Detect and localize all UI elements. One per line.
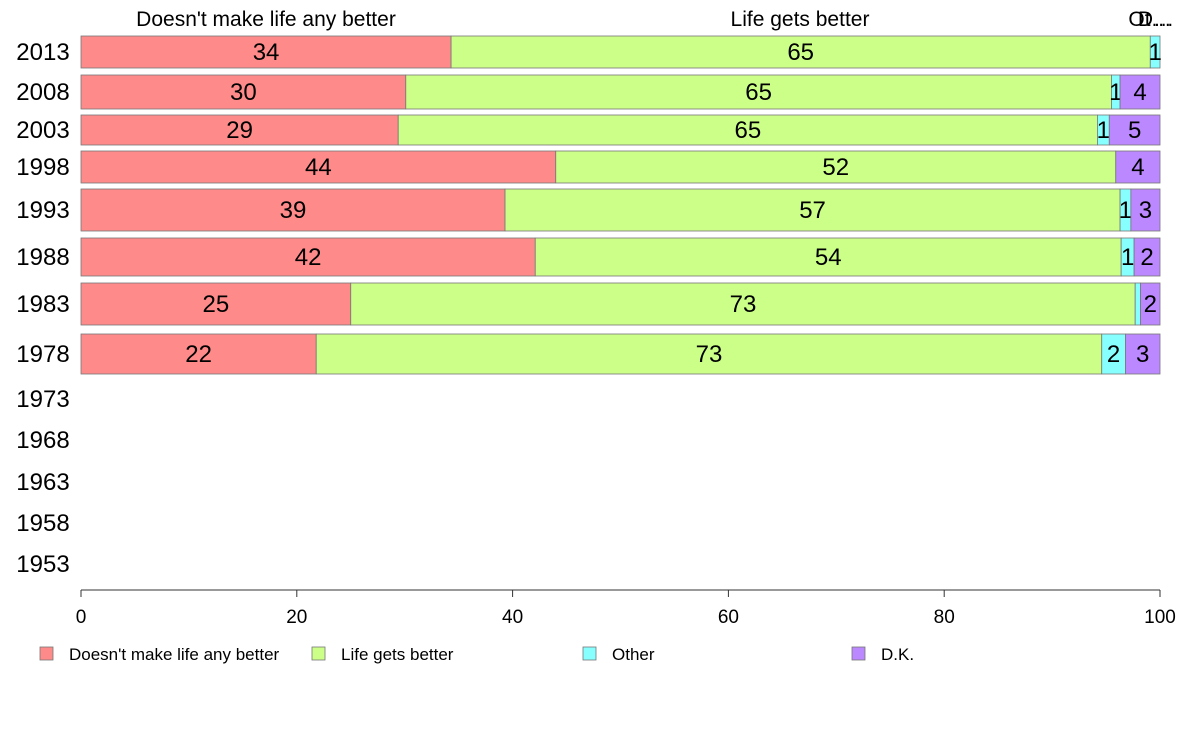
legend-label-life-gets-better: Life gets better bbox=[341, 645, 454, 664]
column-header-d: D… bbox=[1138, 8, 1174, 31]
bar-1983-doesn-t-make-life-any-better bbox=[80, 282, 352, 326]
year-label-1988: 1988 bbox=[16, 244, 69, 271]
data-label-1993-d-k: 3 bbox=[1139, 197, 1152, 224]
year-labels: 2013 2008 2003 1998 1993 1988 1983 1978 1973 1968… bbox=[16, 39, 69, 578]
legend-swatch-doesn-t-make-life-any-better bbox=[39, 646, 54, 661]
data-label-1978-doesn-t-make-life-any-better: 22 bbox=[185, 341, 212, 368]
bar-1993-life-gets-better bbox=[504, 188, 1121, 232]
data-label-1988-other: 1 bbox=[1121, 244, 1134, 271]
year-label-2013: 2013 bbox=[16, 39, 69, 66]
data-label-2003-d-k: 5 bbox=[1128, 117, 1141, 144]
data-label-2013-doesn-t-make-life-any-better: 34 bbox=[253, 39, 280, 66]
column-header-life-gets-better: Life gets better bbox=[731, 8, 870, 31]
x-tick-label-60: 60 bbox=[718, 607, 739, 628]
bar-1978-life-gets-better bbox=[315, 333, 1103, 375]
year-label-1958: 1958 bbox=[16, 510, 69, 537]
data-label-2003-other: 1 bbox=[1097, 117, 1110, 144]
year-label-1993: 1993 bbox=[16, 197, 69, 224]
legend-swatch-d-k bbox=[851, 646, 866, 661]
bar-2003-d-k bbox=[1108, 114, 1161, 146]
bar-2003-life-gets-better bbox=[397, 114, 1098, 146]
x-tick-label-0: 0 bbox=[76, 607, 87, 628]
bar-1983-d-k bbox=[1140, 282, 1161, 326]
data-label-1988-life-gets-better: 54 bbox=[815, 244, 842, 271]
data-label-1993-other: 1 bbox=[1119, 197, 1132, 224]
bar-2013-life-gets-better bbox=[450, 35, 1151, 69]
legend-swatch-life-gets-better bbox=[311, 646, 326, 661]
data-label-2008-d-k: 4 bbox=[1133, 79, 1146, 106]
data-label-2008-doesn-t-make-life-any-better: 30 bbox=[230, 79, 257, 106]
bar-1983-life-gets-better bbox=[350, 282, 1136, 326]
year-label-2003: 2003 bbox=[16, 117, 69, 144]
legend-swatch-other bbox=[582, 646, 597, 661]
data-label-1983-life-gets-better: 73 bbox=[730, 291, 757, 318]
x-axis: 0 20 40 60 80 100 bbox=[76, 589, 1176, 628]
data-label-1993-doesn-t-make-life-any-better: 39 bbox=[280, 197, 307, 224]
bar-2008-doesn-t-make-life-any-better bbox=[80, 74, 407, 110]
data-label-1988-d-k: 2 bbox=[1140, 244, 1153, 271]
bar-1988-life-gets-better bbox=[534, 237, 1122, 277]
data-label-2003-life-gets-better: 65 bbox=[734, 117, 761, 144]
bar-1993-d-k bbox=[1130, 188, 1161, 232]
bar-1998-life-gets-better bbox=[555, 150, 1117, 184]
bar-1978-d-k bbox=[1125, 333, 1161, 375]
data-label-1983-d-k: 2 bbox=[1144, 291, 1157, 318]
data-label-1998-doesn-t-make-life-any-better: 44 bbox=[305, 154, 332, 181]
bar-1988-doesn-t-make-life-any-better bbox=[80, 237, 536, 277]
bar-1998-doesn-t-make-life-any-better bbox=[80, 150, 557, 184]
legend-label-d-k: D.K. bbox=[881, 645, 914, 664]
legend: Doesn't make life any better Life gets be… bbox=[39, 645, 914, 664]
data-label-1978-other: 2 bbox=[1107, 341, 1120, 368]
data-label-2008-other: 1 bbox=[1109, 79, 1122, 106]
bar-1998-d-k bbox=[1115, 150, 1161, 184]
data-label-1998-life-gets-better: 52 bbox=[822, 154, 849, 181]
x-tick-label-40: 40 bbox=[502, 607, 523, 628]
column-header-ot: Ot… bbox=[1128, 8, 1171, 31]
bar-1988-d-k bbox=[1133, 237, 1161, 277]
data-label-1998-d-k: 4 bbox=[1131, 154, 1144, 181]
bar-2008-life-gets-better bbox=[405, 74, 1112, 110]
legend-label-doesn-t-make-life-any-better: Doesn't make life any better bbox=[69, 645, 280, 664]
bar-1993-doesn-t-make-life-any-better bbox=[80, 188, 506, 232]
data-label-2013-life-gets-better: 65 bbox=[787, 39, 814, 66]
data-label-1983-doesn-t-make-life-any-better: 25 bbox=[203, 291, 230, 318]
x-tick-label-80: 80 bbox=[934, 607, 955, 628]
x-tick-label-100: 100 bbox=[1144, 607, 1176, 628]
data-label-2013-other: 1 bbox=[1148, 39, 1161, 66]
year-label-1973: 1973 bbox=[16, 386, 69, 413]
year-label-1983: 1983 bbox=[16, 291, 69, 318]
bars: 34 65 130 65 1 429 65 1 544 52 439 57 1 342 54 1 225 73 22… bbox=[80, 35, 1162, 375]
column-header-doesn-t-make-life-any-better: Doesn't make life any better bbox=[136, 8, 396, 31]
year-label-1968: 1968 bbox=[16, 427, 69, 454]
bar-2003-doesn-t-make-life-any-better bbox=[80, 114, 399, 146]
column-headers: Doesn't make life any better Life gets be… bbox=[136, 8, 1174, 31]
year-label-2008: 2008 bbox=[16, 79, 69, 106]
data-label-2003-doesn-t-make-life-any-better: 29 bbox=[226, 117, 253, 144]
data-label-1978-life-gets-better: 73 bbox=[696, 341, 723, 368]
year-label-1953: 1953 bbox=[16, 551, 69, 578]
bar-1978-doesn-t-make-life-any-better bbox=[80, 333, 317, 375]
year-label-1998: 1998 bbox=[16, 154, 69, 181]
year-label-1963: 1963 bbox=[16, 469, 69, 496]
legend-label-other: Other bbox=[612, 645, 655, 664]
data-label-1993-life-gets-better: 57 bbox=[799, 197, 826, 224]
bar-2013-other bbox=[1149, 35, 1161, 69]
data-label-1978-d-k: 3 bbox=[1136, 341, 1149, 368]
bar-2008-d-k bbox=[1119, 74, 1161, 110]
bar-1983-other bbox=[1134, 282, 1141, 326]
data-label-2008-life-gets-better: 65 bbox=[745, 79, 772, 106]
year-label-1978: 1978 bbox=[16, 341, 69, 368]
data-label-1988-doesn-t-make-life-any-better: 42 bbox=[295, 244, 322, 271]
x-tick-label-20: 20 bbox=[286, 607, 307, 628]
